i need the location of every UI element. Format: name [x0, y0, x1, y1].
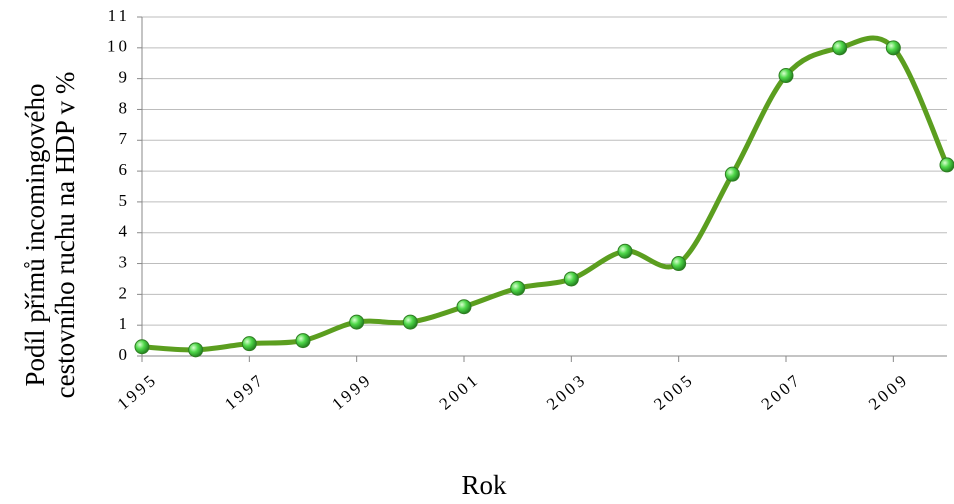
y-tick-label: 11	[108, 6, 130, 25]
y-tick-label: 1	[119, 314, 131, 333]
x-tick-label: 2001	[436, 370, 483, 414]
marker	[885, 40, 901, 56]
marker	[510, 280, 526, 296]
y-tick-label: 3	[119, 252, 131, 271]
x-tick-label: 2003	[543, 370, 590, 414]
x-axis-title: Rok	[461, 470, 507, 500]
marker	[939, 157, 954, 173]
x-tick-label: 2005	[650, 370, 697, 414]
y-tick-label: 8	[119, 98, 131, 117]
x-tick-label: 2009	[865, 370, 912, 414]
marker	[671, 256, 687, 272]
y-axis-title-line: cestovního ruchu na HDP v %	[50, 72, 80, 399]
marker	[832, 40, 848, 56]
y-axis-title-line: Podíl přímů incomingového	[20, 84, 50, 387]
y-axis-title: Podíl přímů incomingového cestovního ruc…	[20, 72, 80, 399]
marker	[402, 314, 418, 330]
y-tick-label: 4	[119, 222, 131, 241]
marker	[241, 336, 257, 352]
y-tick-label: 6	[119, 160, 131, 179]
x-tick-label: 1999	[328, 370, 375, 414]
marker	[349, 314, 365, 330]
y-tick-label: 9	[119, 68, 131, 87]
y-tick-label: 2	[119, 283, 131, 302]
x-tick-label: 1995	[114, 370, 161, 414]
marker	[617, 243, 633, 259]
x-tick-label: 1997	[221, 370, 268, 414]
y-tick-label: 10	[107, 37, 130, 56]
marker	[456, 299, 472, 315]
y-tick-label: 7	[119, 129, 131, 148]
y-tick-label: 5	[119, 191, 131, 210]
marker	[295, 333, 311, 349]
marker	[563, 271, 579, 287]
marker	[188, 342, 204, 358]
line	[141, 35, 950, 353]
marker	[724, 166, 740, 182]
x-tick-label: 2007	[758, 370, 805, 414]
marker	[134, 339, 150, 355]
y-tick-label: 0	[119, 345, 131, 364]
marker	[778, 68, 794, 84]
